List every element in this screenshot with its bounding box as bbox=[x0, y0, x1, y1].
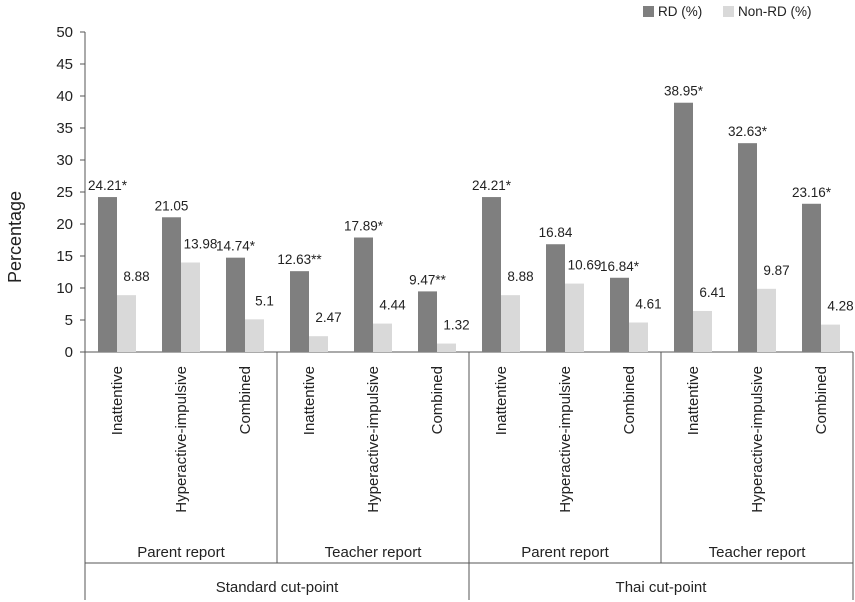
x-category-label: Inattentive bbox=[109, 366, 126, 435]
bar-rd bbox=[738, 143, 757, 352]
bar-non-rd bbox=[373, 323, 392, 352]
bar-rd bbox=[354, 237, 373, 352]
bar-non-rd bbox=[117, 295, 136, 352]
chart-category-labels: Inattentive Hyperactive-impulsive Combined… bbox=[109, 366, 830, 596]
x-report-group-label: Parent report bbox=[137, 544, 225, 561]
bar-non-rd bbox=[437, 343, 456, 352]
x-category-label: Combined bbox=[813, 366, 830, 434]
bar-non-rd bbox=[309, 336, 328, 352]
x-category-label: Combined bbox=[237, 366, 254, 434]
chart-bars bbox=[98, 102, 840, 352]
y-tick-label: 30 bbox=[56, 152, 73, 169]
y-tick-label: 0 bbox=[65, 344, 73, 361]
bar-non-rd bbox=[693, 310, 712, 352]
x-category-label: Inattentive bbox=[301, 366, 318, 435]
y-tick-label: 50 bbox=[56, 24, 73, 41]
bar-rd bbox=[546, 244, 565, 352]
bar-rd bbox=[802, 203, 821, 352]
data-label-non-rd: 8.88 bbox=[507, 269, 533, 284]
y-tick-label: 10 bbox=[56, 280, 73, 297]
data-label-non-rd: 8.88 bbox=[123, 269, 149, 284]
x-category-label: Hyperactive-impulsive bbox=[365, 366, 382, 513]
bar-rd bbox=[98, 197, 117, 352]
x-category-label: Inattentive bbox=[685, 366, 702, 435]
x-category-label: Inattentive bbox=[493, 366, 510, 435]
y-tick-label: 15 bbox=[56, 248, 73, 265]
data-label-rd: 14.74* bbox=[216, 239, 256, 254]
data-label-non-rd: 10.69 bbox=[568, 258, 602, 273]
data-label-rd: 16.84 bbox=[539, 225, 573, 240]
x-report-group-label: Teacher report bbox=[325, 544, 423, 561]
y-tick-label: 20 bbox=[56, 216, 73, 233]
bar-rd bbox=[482, 197, 501, 352]
legend-label-rd: RD (%) bbox=[658, 4, 702, 19]
x-report-group-label: Teacher report bbox=[709, 544, 807, 561]
data-label-rd: 24.21* bbox=[88, 178, 128, 193]
y-tick-label: 45 bbox=[56, 56, 73, 73]
y-tick-label: 5 bbox=[65, 312, 73, 329]
data-label-rd: 12.63** bbox=[277, 252, 322, 267]
x-cutpoint-group-label: Standard cut-point bbox=[216, 579, 339, 596]
bar-rd bbox=[226, 257, 245, 352]
bar-rd bbox=[418, 291, 437, 352]
bar-non-rd bbox=[245, 319, 264, 352]
x-category-label: Hyperactive-impulsive bbox=[173, 366, 190, 513]
data-label-non-rd: 1.32 bbox=[443, 318, 469, 333]
bar-rd bbox=[290, 271, 309, 352]
data-label-rd: 24.21* bbox=[472, 178, 512, 193]
legend-label-non-rd: Non-RD (%) bbox=[738, 4, 812, 19]
data-label-non-rd: 13.98 bbox=[184, 237, 218, 252]
bar-non-rd bbox=[565, 283, 584, 352]
data-label-rd: 21.05 bbox=[155, 198, 189, 213]
bar-non-rd bbox=[757, 288, 776, 352]
bar-non-rd bbox=[181, 262, 200, 352]
y-tick-label: 35 bbox=[56, 120, 73, 137]
bar-rd bbox=[610, 277, 629, 352]
data-label-non-rd: 4.28 bbox=[827, 299, 853, 314]
data-label-non-rd: 9.87 bbox=[763, 263, 789, 278]
data-label-rd: 32.63* bbox=[728, 124, 768, 139]
data-label-non-rd: 6.41 bbox=[699, 285, 725, 300]
y-tick-label: 25 bbox=[56, 184, 73, 201]
data-label-rd: 23.16* bbox=[792, 185, 832, 200]
chart-axes: 0 5 10 15 20 25 30 35 40 45 50 bbox=[56, 24, 854, 600]
data-label-non-rd: 5.1 bbox=[255, 293, 274, 308]
y-axis-title: Percentage bbox=[5, 191, 25, 283]
data-label-rd: 9.47** bbox=[409, 272, 447, 287]
x-category-label: Hyperactive-impulsive bbox=[557, 366, 574, 513]
bar-non-rd bbox=[821, 324, 840, 352]
bar-non-rd bbox=[629, 322, 648, 352]
y-tick-label: 40 bbox=[56, 88, 73, 105]
data-label-rd: 17.89* bbox=[344, 219, 384, 234]
data-label-rd: 38.95* bbox=[664, 84, 704, 99]
bar-non-rd bbox=[501, 295, 520, 352]
chart-legend: RD (%) Non-RD (%) bbox=[643, 4, 812, 19]
data-label-non-rd: 2.47 bbox=[315, 310, 341, 325]
x-category-label: Hyperactive-impulsive bbox=[749, 366, 766, 513]
x-cutpoint-group-label: Thai cut-point bbox=[616, 579, 708, 596]
legend-swatch-rd bbox=[643, 6, 654, 17]
x-report-group-label: Parent report bbox=[521, 544, 609, 561]
bar-rd bbox=[162, 217, 181, 352]
bar-rd bbox=[674, 102, 693, 352]
data-label-non-rd: 4.44 bbox=[379, 298, 406, 313]
legend-swatch-non-rd bbox=[723, 6, 734, 17]
data-label-rd: 16.84* bbox=[600, 259, 640, 274]
data-label-non-rd: 4.61 bbox=[635, 296, 661, 311]
x-category-label: Combined bbox=[429, 366, 446, 434]
x-category-label: Combined bbox=[621, 366, 638, 434]
